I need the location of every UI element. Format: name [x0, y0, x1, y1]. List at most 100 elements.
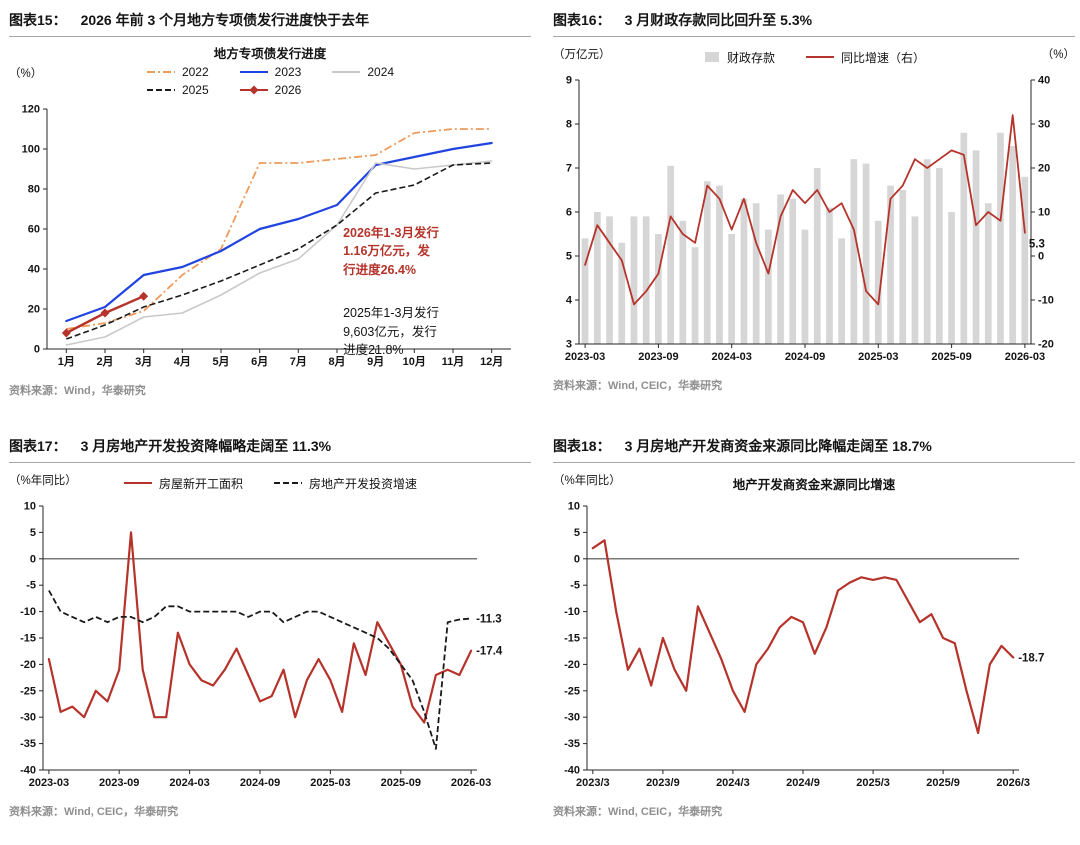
svg-text:30: 30	[1038, 119, 1050, 131]
svg-text:6月: 6月	[251, 355, 268, 368]
figure-number: 图表18：	[553, 438, 611, 454]
legend-line-swatch	[332, 71, 361, 73]
legend-label: 房地产开发投资增速	[309, 476, 418, 491]
svg-text:-17.4: -17.4	[476, 646, 503, 658]
svg-text:2月: 2月	[96, 355, 113, 368]
legend-row: 财政存款 同比增速（右）	[703, 49, 925, 66]
svg-text:8月: 8月	[328, 355, 345, 368]
panel-fig16: 图表16： 3 月财政存款同比回升至 5.3% （万亿元） 财政存款 同比增速（右）…	[553, 10, 1075, 398]
legend: 2022 2023 2024 2025 2026	[146, 65, 394, 97]
svg-text:2024-03: 2024-03	[169, 777, 209, 789]
legend-row: 房屋新开工面积 房地产开发投资增速	[123, 475, 417, 492]
y2-axis-unit: （%）	[1041, 49, 1075, 61]
svg-text:10: 10	[568, 501, 580, 513]
svg-text:2025-09: 2025-09	[931, 351, 971, 363]
svg-text:-18.7: -18.7	[1018, 653, 1044, 665]
svg-text:-11.3: -11.3	[476, 614, 502, 626]
figure-title-text: 3 月财政存款同比回升至 5.3%	[624, 12, 813, 28]
chart-area-fig16: （万亿元） 财政存款 同比增速（右） （%） 3 4 5 6 7 8 9 -20 -10 0 10 20…	[553, 37, 1075, 371]
svg-text:2023/9: 2023/9	[646, 777, 680, 789]
svg-text:12月: 12月	[480, 355, 503, 368]
chart-area-fig17: （%年同比） 房屋新开工面积 房地产开发投资增速 10 5 0 -5 -10 -15 -20 -…	[9, 463, 531, 797]
svg-text:5月: 5月	[212, 355, 229, 368]
svg-text:100: 100	[22, 144, 40, 156]
svg-text:-30: -30	[564, 712, 580, 724]
svg-text:2025/3: 2025/3	[856, 777, 890, 789]
svg-text:-20: -20	[20, 659, 36, 671]
svg-text:20: 20	[1038, 163, 1050, 175]
chart-area-fig18: （%年同比） 地产开发商资金来源同比增速 10 5 0 -5 -10 -15 -20 -25 -…	[553, 463, 1075, 797]
y-axis-unit: （%）	[9, 68, 43, 80]
svg-text:3: 3	[566, 339, 572, 351]
legend-line-swatch	[123, 482, 152, 484]
svg-text:4月: 4月	[174, 355, 191, 368]
svg-text:2024-03: 2024-03	[712, 351, 752, 363]
svg-text:0: 0	[574, 553, 580, 565]
panel-fig18: 图表18： 3 月房地产开发商资金来源同比降幅走阔至 18.7% （%年同比） 地…	[553, 436, 1075, 819]
legend-line-swatch	[274, 482, 302, 484]
chart-head: （%） 2022 2023 2024 2025 2026	[9, 65, 531, 97]
chart-head: （万亿元） 财政存款 同比增速（右） （%）	[553, 46, 1075, 68]
svg-text:9月: 9月	[367, 355, 384, 368]
svg-text:4: 4	[566, 295, 573, 307]
svg-text:-30: -30	[20, 712, 36, 724]
chart-head: （%年同比） 地产开发商资金来源同比增速	[553, 472, 1075, 494]
legend-label: 2022	[181, 65, 209, 79]
svg-text:2023-09: 2023-09	[638, 351, 678, 363]
svg-text:2025-03: 2025-03	[310, 777, 350, 789]
svg-text:2024/3: 2024/3	[716, 777, 750, 789]
svg-text:-10: -10	[1038, 295, 1054, 307]
legend-item: 2024	[331, 65, 394, 79]
figure-number: 图表15：	[9, 12, 67, 28]
svg-text:0: 0	[30, 553, 36, 565]
svg-text:-10: -10	[20, 606, 36, 618]
legend-item: 财政存款	[703, 49, 775, 66]
svg-text:120: 120	[22, 104, 40, 116]
special-bond-issuance-chart: 0 20 40 60 80 100 120 1月 2月 3月 4月 5月 6月 7月 8月 9月 10月 11月 1…	[22, 104, 511, 368]
annotation-2025: 2025年1-3月发行 9,603亿元，发行 进度21.8%	[343, 305, 439, 358]
legend-item: 2026	[239, 83, 301, 97]
legend-row: 2025 2026	[146, 83, 301, 97]
legend: 财政存款 同比增速（右）	[703, 49, 925, 66]
svg-text:-40: -40	[20, 765, 36, 777]
svg-text:5: 5	[574, 527, 580, 539]
figure-number: 图表16：	[553, 12, 611, 28]
legend-item: 2025	[146, 83, 209, 97]
legend-line-swatch	[239, 85, 268, 95]
svg-text:3月: 3月	[135, 355, 152, 368]
legend-row: 2022 2023 2024	[146, 65, 394, 79]
legend-line-swatch	[239, 71, 268, 73]
svg-text:2024/9: 2024/9	[786, 777, 820, 789]
legend-bar-swatch	[704, 52, 719, 62]
svg-text:-15: -15	[564, 633, 580, 645]
legend-label: 2023	[274, 65, 302, 79]
y-axis-unit: （%年同比）	[9, 475, 77, 487]
svg-text:0: 0	[34, 344, 40, 356]
svg-text:2024-09: 2024-09	[785, 351, 825, 363]
chart-area-fig15: 地方专项债发行进度 （%） 2022 2023 2024 2025 2026 0 20 40…	[9, 37, 531, 376]
source-note: 资料来源：Wind, CEIC，华泰研究	[553, 380, 723, 392]
svg-text:9: 9	[566, 75, 572, 87]
legend-label: 房屋新开工面积	[158, 476, 243, 491]
svg-text:80: 80	[28, 184, 40, 196]
legend-label: 财政存款	[726, 50, 775, 65]
annotation-2026: 2026年1-3月发行 1.16万亿元，发 行进度26.4%	[343, 225, 439, 278]
legend-line-swatch	[146, 89, 175, 91]
svg-text:2025/9: 2025/9	[926, 777, 960, 789]
svg-text:20: 20	[28, 304, 40, 316]
legend-item: 同比增速（右）	[805, 49, 925, 66]
source-note: 资料来源：Wind，华泰研究	[9, 385, 146, 397]
svg-text:5: 5	[566, 251, 572, 263]
svg-text:-35: -35	[20, 738, 36, 750]
svg-text:40: 40	[1038, 75, 1050, 87]
svg-text:1月: 1月	[58, 355, 75, 368]
svg-text:-15: -15	[20, 633, 36, 645]
fiscal-deposits-chart: 3 4 5 6 7 8 9 -20 -10 0 10 20 30 40 2023-03 2023-09 2024…	[565, 75, 1054, 364]
svg-text:2026/3: 2026/3	[996, 777, 1030, 789]
svg-text:10月: 10月	[403, 355, 426, 368]
svg-text:0: 0	[1038, 251, 1044, 263]
svg-text:5: 5	[30, 527, 36, 539]
svg-text:2023-09: 2023-09	[99, 777, 139, 789]
svg-text:-5: -5	[26, 580, 36, 592]
